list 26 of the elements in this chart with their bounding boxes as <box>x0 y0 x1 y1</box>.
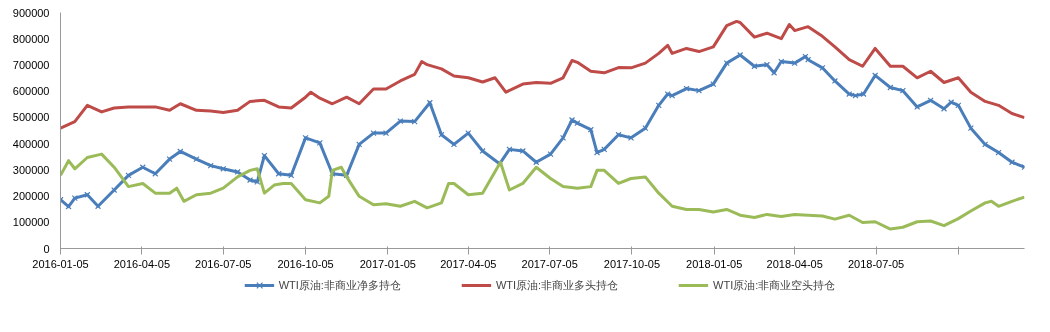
y-tick-label: 200000 <box>12 190 50 203</box>
y-tick-label: 300000 <box>12 163 50 176</box>
x-tick-label: 2017-04-05 <box>440 257 497 270</box>
x-tick-label: 2016-04-05 <box>113 257 171 270</box>
y-tick-label: 600000 <box>12 85 50 98</box>
y-tick-label: 900000 <box>12 6 50 19</box>
y-tick-label: 800000 <box>12 32 50 45</box>
y-tick-label: 500000 <box>12 111 50 124</box>
line-series <box>60 19 1025 130</box>
y-tick-label: 400000 <box>12 137 50 150</box>
x-tick-label: 2017-07-05 <box>521 257 578 270</box>
y-tick-label: 100000 <box>12 216 50 229</box>
x-tick-label: 2018-01-05 <box>686 257 743 270</box>
legend-label: WTI原油:非商业多头持仓 <box>495 277 619 293</box>
legend-label: WTI原油:非商业净多持仓 <box>278 277 401 293</box>
line-series <box>60 152 1025 231</box>
x-tick-label: 2016-07-05 <box>195 257 252 270</box>
legend-label: WTI原油:非商业空头持仓 <box>713 277 836 293</box>
x-tick-label: 2017-10-05 <box>603 257 661 270</box>
y-tick-label: 0 <box>43 242 50 255</box>
y-tick-label: 700000 <box>12 58 50 71</box>
x-tick-label: 2018-07-05 <box>847 257 905 270</box>
x-tick-label: 2017-01-05 <box>359 257 416 270</box>
x-tick-label: 2016-01-05 <box>32 257 89 270</box>
x-tick-label: 2016-10-05 <box>277 257 334 270</box>
x-tick-label: 2018-04-05 <box>766 257 823 270</box>
